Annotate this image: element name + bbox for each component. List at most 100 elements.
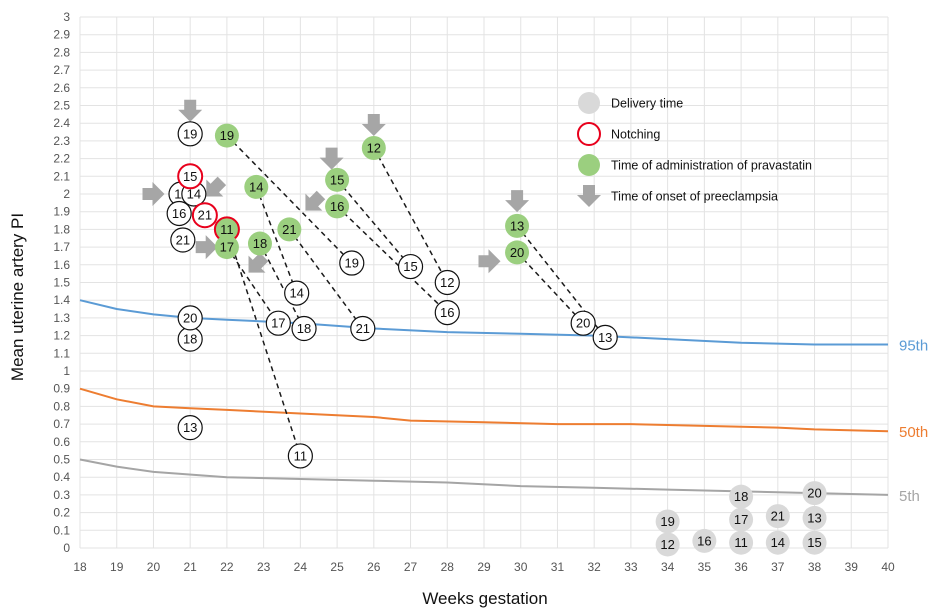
marker-open-19 bbox=[339, 250, 365, 276]
marker-label-19: 19 bbox=[183, 126, 197, 141]
marker-pravastatin-13 bbox=[505, 213, 530, 238]
x-tick-label: 26 bbox=[367, 560, 381, 574]
marker-label-14: 14 bbox=[187, 187, 201, 202]
x-axis-title: Weeks gestation bbox=[422, 589, 547, 608]
marker-label-16: 16 bbox=[697, 533, 711, 548]
x-tick-label: 39 bbox=[845, 560, 859, 574]
legend-label-delivery: Delivery time bbox=[611, 97, 683, 111]
x-tick-label: 23 bbox=[257, 560, 271, 574]
y-tick-label: 2.1 bbox=[53, 169, 70, 183]
onset-arrow bbox=[206, 176, 227, 197]
marker-label-13: 13 bbox=[807, 510, 821, 525]
legend-arrow-icon bbox=[577, 185, 601, 207]
patient-link-19 bbox=[226, 135, 353, 264]
patient-link-14 bbox=[255, 186, 298, 294]
marker-pravastatin-14 bbox=[244, 174, 269, 199]
marker-label-14: 14 bbox=[771, 535, 785, 550]
y-tick-label: 3 bbox=[63, 10, 70, 24]
marker-label-20: 20 bbox=[183, 310, 197, 325]
y-tick-label: 0 bbox=[63, 541, 70, 555]
marker-open-13 bbox=[177, 415, 203, 441]
patient-link-18 bbox=[259, 243, 305, 329]
reference-curves: 95th 50th 5th bbox=[79, 299, 928, 505]
marker-label-21: 21 bbox=[771, 509, 785, 524]
marker-label-18: 18 bbox=[734, 489, 748, 504]
patient-links bbox=[226, 135, 606, 457]
y-tick-label: 2.9 bbox=[53, 28, 70, 42]
marker-delivery-14 bbox=[765, 530, 790, 555]
marker-open-21 bbox=[170, 227, 196, 253]
marker-label-21: 21 bbox=[282, 222, 296, 237]
patient-link-16 bbox=[336, 205, 448, 314]
x-tick-label: 34 bbox=[661, 560, 675, 574]
reference-label-95th: 95th bbox=[899, 337, 928, 354]
y-tick-label: 2.4 bbox=[53, 116, 70, 130]
x-tick-label: 25 bbox=[330, 560, 344, 574]
y-tick-label: 1.9 bbox=[53, 205, 70, 219]
marker-label-11: 11 bbox=[220, 222, 234, 237]
marker-label-11: 11 bbox=[734, 535, 748, 550]
patient-link-15 bbox=[336, 179, 412, 268]
reference-label-5th: 5th bbox=[899, 488, 920, 505]
marker-label-15: 15 bbox=[807, 535, 821, 550]
onset-arrow bbox=[505, 190, 530, 213]
marker-pravastatin-18 bbox=[247, 231, 272, 256]
marker-label-21: 21 bbox=[176, 233, 190, 248]
x-tick-label: 18 bbox=[73, 560, 87, 574]
marker-label-20: 20 bbox=[510, 245, 524, 260]
marker-label-12: 12 bbox=[660, 537, 674, 552]
marker-label-16: 16 bbox=[330, 199, 344, 214]
marker-open-17 bbox=[265, 310, 291, 336]
marker-delivery-17 bbox=[729, 507, 754, 532]
y-tick-label: 1.1 bbox=[53, 346, 70, 360]
y-tick-label: 2.5 bbox=[53, 99, 70, 113]
marker-delivery-21 bbox=[765, 504, 790, 529]
marker-label-17: 17 bbox=[271, 316, 285, 331]
x-tick-label: 35 bbox=[698, 560, 712, 574]
x-tick-label: 33 bbox=[624, 560, 638, 574]
y-tick-label: 0.2 bbox=[53, 506, 70, 520]
legend-label-notching: Notching bbox=[611, 128, 660, 142]
y-axis-title: Mean uterine artery PI bbox=[8, 213, 27, 381]
marker-open-21 bbox=[191, 202, 218, 229]
x-tick-label: 19 bbox=[110, 560, 124, 574]
marker-label-15: 15 bbox=[183, 169, 197, 184]
marker-label-12: 12 bbox=[440, 275, 454, 290]
x-tick-label: 22 bbox=[220, 560, 234, 574]
marker-label-18: 18 bbox=[183, 332, 197, 347]
y-tick-label: 2.6 bbox=[53, 81, 70, 95]
onset-arrow bbox=[478, 249, 501, 274]
marker-open-13 bbox=[592, 324, 618, 350]
x-axis-ticks: 18 19 20 21 22 23 24 25 26 27 28 29 30 31 32 33 34 35 36 37… bbox=[73, 560, 895, 574]
x-tick-label: 30 bbox=[514, 560, 528, 574]
y-tick-label: 0.1 bbox=[53, 523, 70, 537]
legend-notching-icon bbox=[577, 122, 601, 146]
y-tick-label: 1.3 bbox=[53, 311, 70, 325]
y-tick-label: 0.4 bbox=[53, 470, 70, 484]
marker-open-20 bbox=[570, 310, 596, 336]
marker-label-16: 16 bbox=[440, 305, 454, 320]
marker-label-13: 13 bbox=[183, 420, 197, 435]
marker-label-15: 15 bbox=[403, 259, 417, 274]
x-tick-label: 29 bbox=[477, 560, 491, 574]
marker-delivery-18 bbox=[729, 484, 754, 509]
marker-open-20 bbox=[177, 305, 203, 331]
marker-label-17: 17 bbox=[220, 240, 234, 255]
marker-label-20: 20 bbox=[807, 486, 821, 501]
onset-arrows bbox=[142, 99, 530, 274]
x-tick-label: 31 bbox=[551, 560, 565, 574]
y-axis-ticks: 0 0.1 0.2 0.3 0.4 0.5 0.6 0.7 0.8 0.9 1 1.1 1.2 1.3 1.… bbox=[53, 10, 70, 555]
marker-open-16 bbox=[434, 299, 460, 326]
y-tick-label: 2.8 bbox=[53, 45, 70, 59]
onset-arrow bbox=[195, 235, 218, 260]
y-tick-label: 0.8 bbox=[53, 399, 70, 413]
marker-delivery-12 bbox=[655, 532, 680, 557]
y-tick-label: 0.3 bbox=[53, 488, 70, 502]
marker-label-21: 21 bbox=[198, 208, 212, 223]
patient-link-11 bbox=[226, 229, 302, 457]
y-tick-label: 0.9 bbox=[53, 382, 70, 396]
marker-delivery-16 bbox=[692, 528, 717, 553]
marker-label-16: 16 bbox=[172, 206, 186, 221]
